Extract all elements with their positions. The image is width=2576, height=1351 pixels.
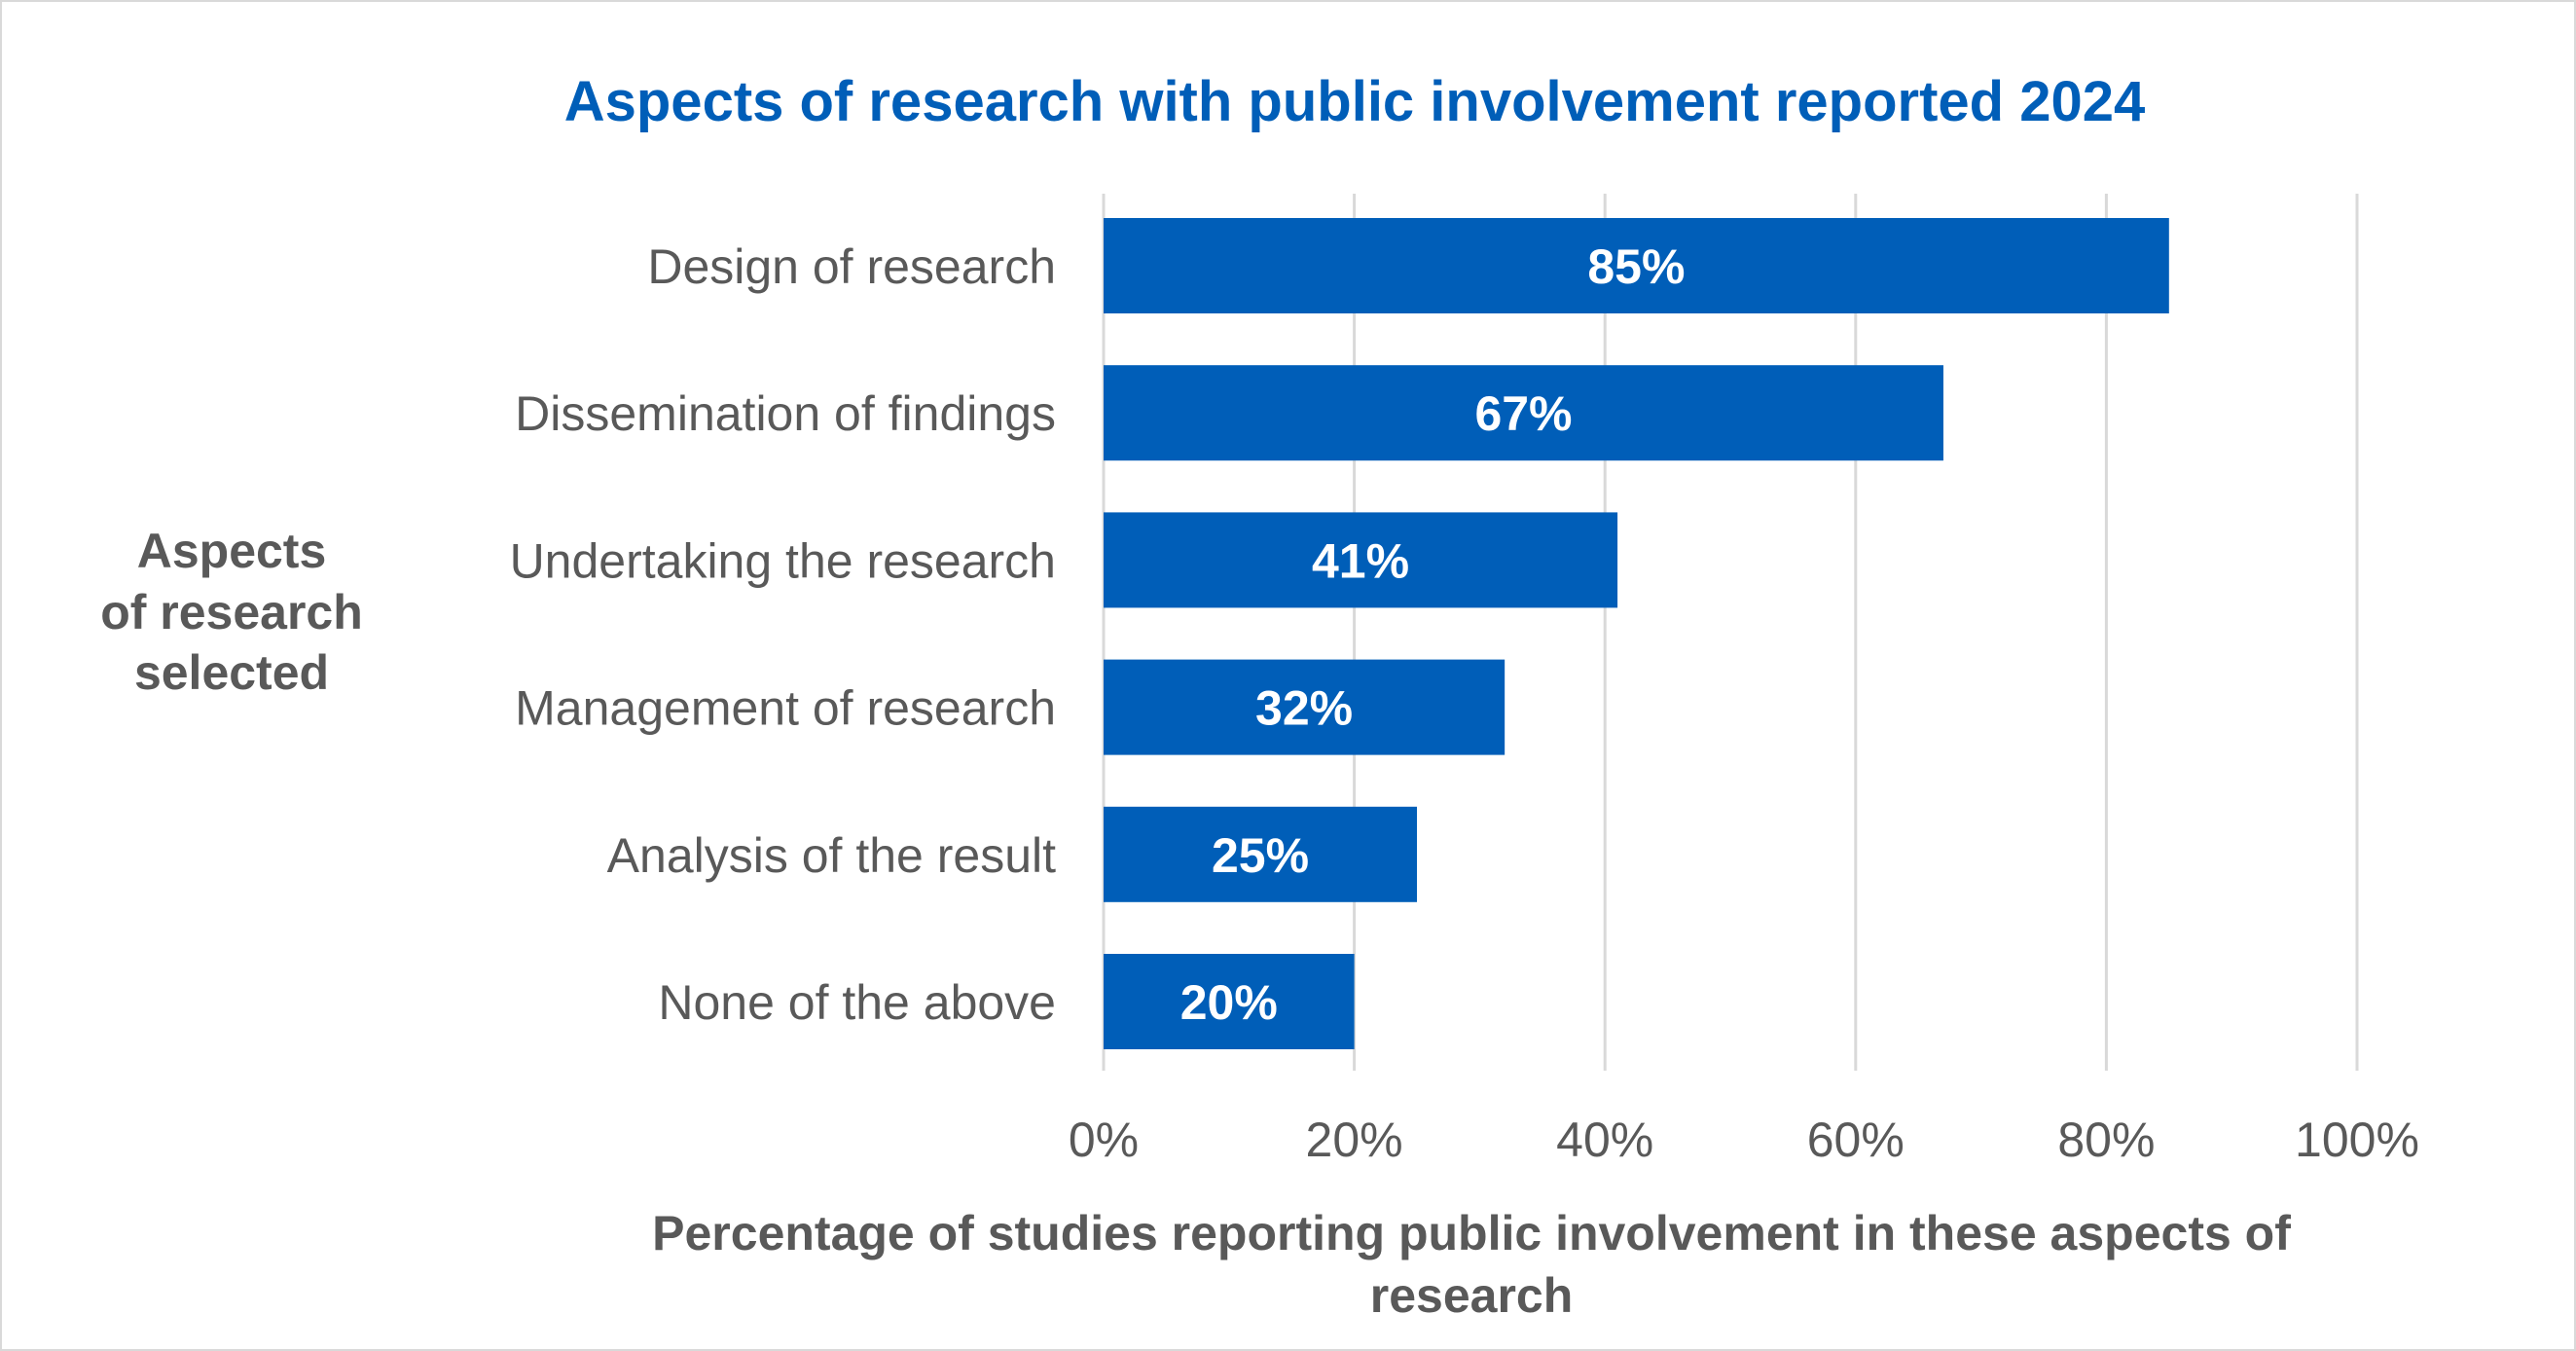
data-label: 67% — [1474, 386, 1572, 441]
category-label: Dissemination of findings — [515, 386, 1056, 441]
bar — [1104, 218, 2169, 313]
x-tick-label: 100% — [2295, 1113, 2419, 1167]
data-label: 85% — [1587, 239, 1685, 294]
bar — [1104, 659, 1506, 755]
data-label: 25% — [1212, 828, 1309, 883]
category-label: None of the above — [658, 975, 1056, 1030]
y-axis-title-line-1: Aspects — [137, 524, 327, 578]
data-label: 20% — [1180, 975, 1278, 1030]
category-label: Management of research — [515, 681, 1056, 736]
bar — [1104, 806, 1417, 902]
bar — [1104, 954, 1355, 1049]
y-axis-title-line-2: of research — [100, 585, 363, 639]
data-label: 41% — [1312, 533, 1409, 588]
x-axis-title-line-2: research — [1370, 1268, 1574, 1323]
x-tick-label: 80% — [2057, 1113, 2155, 1167]
x-tick-label: 60% — [1807, 1113, 1905, 1167]
x-axis-title-line-1: Percentage of studies reporting public i… — [652, 1206, 2291, 1260]
chart-title: Aspects of research with public involvem… — [564, 70, 2146, 133]
data-label: 32% — [1255, 681, 1353, 736]
y-axis-title-line-3: selected — [134, 645, 329, 700]
category-label: Undertaking the research — [510, 533, 1056, 588]
category-label: Analysis of the result — [607, 828, 1056, 883]
category-label: Design of research — [647, 239, 1056, 294]
x-tick-label: 20% — [1306, 1113, 1403, 1167]
bar — [1104, 512, 1618, 608]
bar — [1104, 365, 1943, 461]
x-tick-label: 0% — [1069, 1113, 1139, 1167]
x-tick-label: 40% — [1556, 1113, 1653, 1167]
